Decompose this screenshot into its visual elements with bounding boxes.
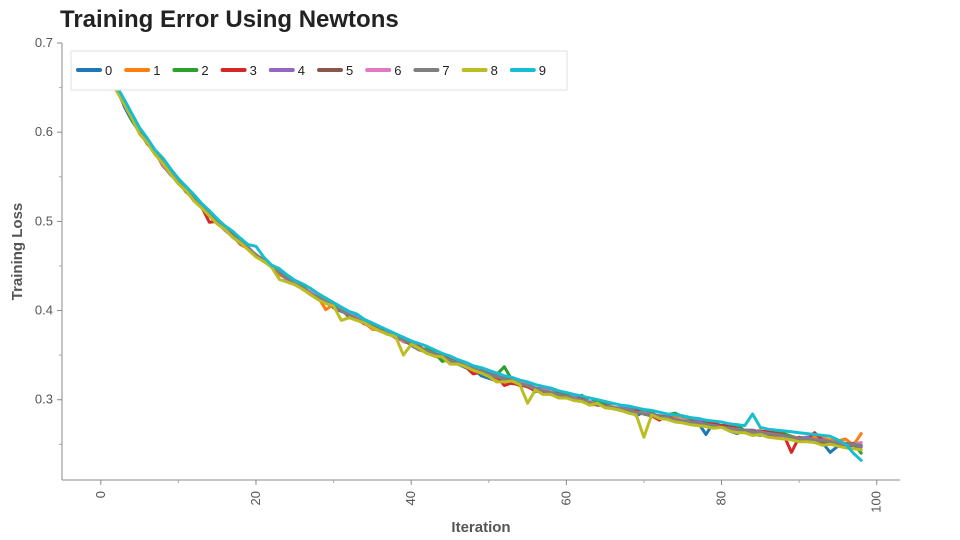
y-axis-title: Training Loss [9,203,26,301]
y-tick-label: 0.4 [35,303,53,318]
series-line-6 [99,57,863,446]
series-line-8 [99,59,863,452]
series-line-3 [99,56,863,454]
x-tick-label: 80 [714,491,729,505]
legend: 0 1 2 3 4 5 6 7 8 9 [70,50,568,91]
series-line-9 [99,56,863,462]
series-line-2 [99,59,863,455]
legend-label-1: 1 [153,63,160,78]
chart-title: Training Error Using Newtons [60,6,399,33]
series-group [99,55,863,462]
series-line-4 [99,57,863,449]
legend-label-3: 3 [250,63,257,78]
x-tick-label: 40 [403,491,418,505]
legend-label-7: 7 [442,63,449,78]
x-tick-label: 0 [93,491,108,498]
legend-label-4: 4 [298,63,305,78]
x-axis-title: Iteration [451,519,510,536]
y-tick-label: 0.7 [35,35,53,50]
legend-label-8: 8 [491,63,498,78]
series-line-0 [99,57,863,454]
y-tick-label: 0.5 [35,213,53,228]
y-tick-label: 0.3 [35,392,53,407]
series-line-7 [99,57,863,447]
x-tick-label: 60 [558,491,573,505]
legend-label-5: 5 [346,63,353,78]
series-line-1 [99,55,863,447]
legend-label-2: 2 [201,63,208,78]
y-tick-label: 0.6 [35,124,53,139]
x-tick-label: 20 [248,491,263,505]
legend-label-6: 6 [394,63,401,78]
legend-label-9: 9 [539,63,546,78]
legend-label-0: 0 [105,63,112,78]
series-line-5 [99,57,863,447]
x-tick-label: 100 [869,491,884,513]
